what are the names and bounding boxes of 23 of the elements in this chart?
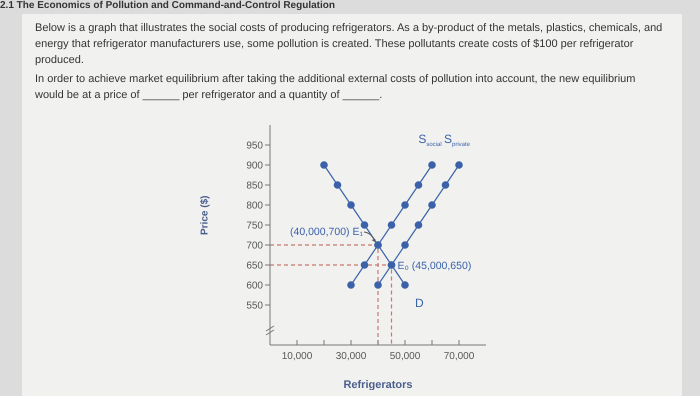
series-label: S$_{private}$ [444,132,471,148]
y-tick-label: 650 [246,260,264,272]
y-tick-label: 900 [246,160,264,172]
annotation: (40,000,700) E₁ [290,226,364,238]
y-tick-label: 700 [246,240,264,252]
x-tick-label: 50,000 [390,351,421,362]
y-tick-label: 800 [246,200,264,212]
y-tick-label: 600 [246,280,264,292]
y-tick-label: 550 [246,300,264,312]
text: 2.1 The Economics of Pollution and Command-and-Control Regulation [0,0,336,11]
chart-subtitle: Below is a graph that illustrates the social costs of producing refrigerators. As a by-product of the metals, plastics, chemicals, and energy that refrigerator manufacturers use, some pollution is created. These pollutants create costs of $100 per refrigerator produced. [35,21,664,68]
y-axis-title: Price ($) [200,196,211,235]
series-label: S$_{social}$ [418,132,442,148]
series-label: D [415,296,424,310]
y-tick-label: 950 [246,140,264,152]
x-tick-label: 30,000 [336,351,367,362]
x-axis-title: Refrigerators [343,379,413,391]
text: In order to achieve market equilibrium after taking the additional external costs of pollution into account, the new equilibrium would be at a price of ______ per refrigerator and a quantity of ______. [35,72,636,103]
y-tick-label: 850 [246,180,264,192]
x-tick-label: 10,000 [282,351,313,362]
x-tick-label: 70,000 [444,351,475,362]
annotation: E₀ (45,000,650) [398,260,472,272]
y-tick-label: 750 [246,220,264,232]
